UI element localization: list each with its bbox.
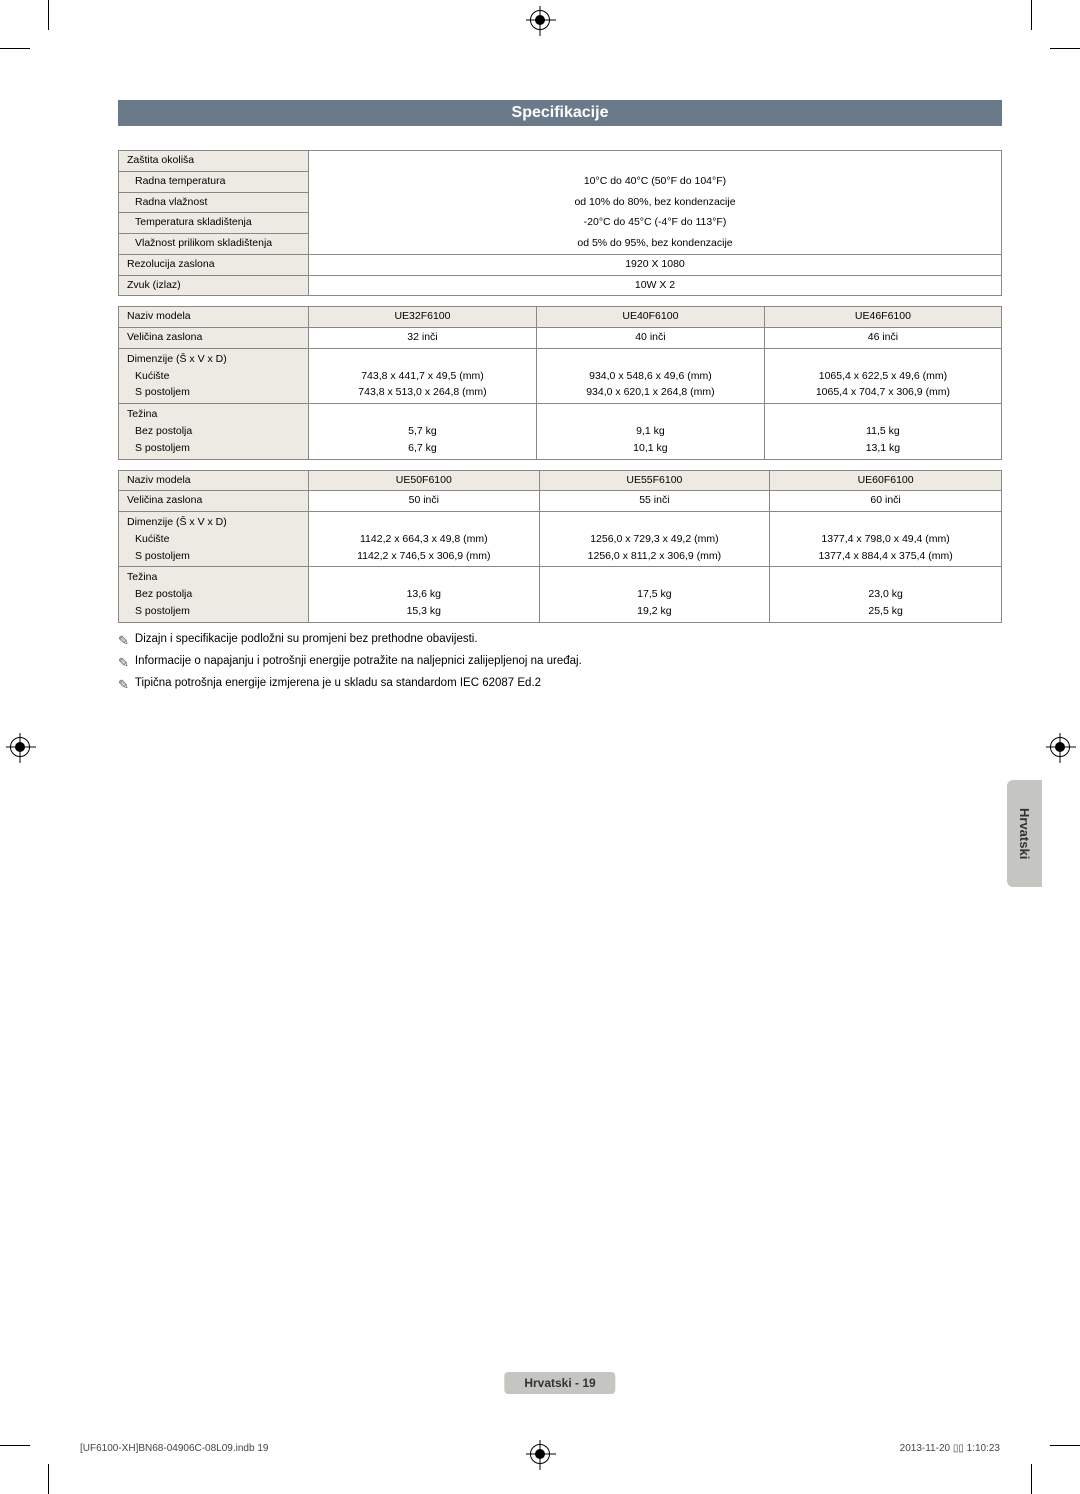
model-name: UE46F6100 <box>764 307 1001 328</box>
weight-block: Težina Bez postolja S postoljem <box>119 404 309 459</box>
dim-values: 1142,2 x 664,3 x 49,8 (mm)1142,2 x 746,5… <box>309 512 540 567</box>
resolution-value: 1920 X 1080 <box>309 254 1002 275</box>
weight-values: 9,1 kg10,1 kg <box>536 404 764 459</box>
note-line: ✎ Dizajn i specifikacije podložni su prom… <box>118 633 1002 649</box>
section-title: Specifikacije <box>118 100 1002 126</box>
note-line: ✎ Tipična potrošnja energije izmjerena je… <box>118 677 1002 693</box>
dimensions-block: Dimenzije (Š x V x D) Kućište S postolje… <box>119 512 309 567</box>
page-content: Specifikacije Zaštita okoliša Radna temp… <box>118 100 1002 1394</box>
model-name: UE40F6100 <box>536 307 764 328</box>
registration-mark <box>10 737 30 757</box>
weight-header: Težina <box>127 408 157 420</box>
env-label: Temperatura skladištenja <box>119 213 309 234</box>
note-text: Informacije o napajanju i potrošnji ener… <box>135 655 582 667</box>
model-name: UE60F6100 <box>770 470 1002 491</box>
notes-block: ✎ Dizajn i specifikacije podložni su prom… <box>118 633 1002 693</box>
weight-values: 5,7 kg6,7 kg <box>309 404 537 459</box>
registration-mark <box>1050 737 1070 757</box>
model-name: UE55F6100 <box>539 470 770 491</box>
env-value: od 5% do 95%, bez kondenzacije <box>309 234 1002 255</box>
resolution-label: Rezolucija zaslona <box>119 254 309 275</box>
registration-mark <box>530 10 550 30</box>
size-value: 46 inči <box>764 328 1001 349</box>
sound-label: Zvuk (izlaz) <box>119 275 309 296</box>
dim-values: 743,8 x 441,7 x 49,5 (mm)743,8 x 513,0 x… <box>309 348 537 403</box>
footer-file: [UF6100-XH]BN68-04906C-08L09.indb 19 <box>80 1443 268 1454</box>
size-label: Veličina zaslona <box>119 491 309 512</box>
dim-body-label: Kućište <box>127 370 169 382</box>
model-header: Naziv modela <box>119 470 309 491</box>
page-number: Hrvatski - 19 <box>504 1372 615 1394</box>
env-label: Vlažnost prilikom skladištenja <box>119 234 309 255</box>
language-tab: Hrvatski <box>1007 780 1042 887</box>
weight-stand-label: S postoljem <box>127 605 190 617</box>
env-value: od 10% do 80%, bez kondenzacije <box>309 192 1002 213</box>
env-label: Radna temperatura <box>119 171 309 192</box>
model-name: UE32F6100 <box>309 307 537 328</box>
dim-stand-label: S postoljem <box>127 386 190 398</box>
size-value: 40 inči <box>536 328 764 349</box>
env-table: Zaštita okoliša Radna temperatura 10°C d… <box>118 150 1002 296</box>
footer-meta: [UF6100-XH]BN68-04906C-08L09.indb 19 201… <box>80 1443 1000 1454</box>
size-label: Veličina zaslona <box>119 328 309 349</box>
env-value: 10°C do 40°C (50°F do 104°F) <box>309 171 1002 192</box>
sound-value: 10W X 2 <box>309 275 1002 296</box>
footer-timestamp: 2013-11-20 ▯▯ 1:10:23 <box>900 1443 1000 1454</box>
note-icon: ✎ <box>118 655 129 671</box>
note-icon: ✎ <box>118 633 129 649</box>
dim-body-label: Kućište <box>127 533 169 545</box>
weight-values: 13,6 kg15,3 kg <box>309 567 540 622</box>
dim-header: Dimenzije (Š x V x D) <box>127 516 227 528</box>
spec-table-1: Naziv modela UE32F6100 UE40F6100 UE46F61… <box>118 306 1002 459</box>
dim-values: 934,0 x 548,6 x 49,6 (mm)934,0 x 620,1 x… <box>536 348 764 403</box>
size-value: 32 inči <box>309 328 537 349</box>
spec-table-2: Naziv modela UE50F6100 UE55F6100 UE60F61… <box>118 470 1002 623</box>
dim-header: Dimenzije (Š x V x D) <box>127 353 227 365</box>
weight-block: Težina Bez postolja S postoljem <box>119 567 309 622</box>
env-label: Zaštita okoliša <box>119 151 309 172</box>
model-header: Naziv modela <box>119 307 309 328</box>
note-text: Tipična potrošnja energije izmjerena je … <box>135 677 541 689</box>
dim-values: 1256,0 x 729,3 x 49,2 (mm)1256,0 x 811,2… <box>539 512 770 567</box>
size-value: 50 inči <box>309 491 540 512</box>
dim-values: 1377,4 x 798,0 x 49,4 (mm)1377,4 x 884,4… <box>770 512 1002 567</box>
weight-values: 17,5 kg19,2 kg <box>539 567 770 622</box>
note-text: Dizajn i specifikacije podložni su promj… <box>135 633 478 645</box>
weight-no-label: Bez postolja <box>127 425 192 437</box>
env-value: -20°C do 45°C (-4°F do 113°F) <box>309 213 1002 234</box>
model-name: UE50F6100 <box>309 470 540 491</box>
size-value: 55 inči <box>539 491 770 512</box>
env-value <box>309 151 1002 172</box>
size-value: 60 inči <box>770 491 1002 512</box>
note-line: ✎ Informacije o napajanju i potrošnji ene… <box>118 655 1002 671</box>
note-icon: ✎ <box>118 677 129 693</box>
dim-values: 1065,4 x 622,5 x 49,6 (mm)1065,4 x 704,7… <box>764 348 1001 403</box>
dim-stand-label: S postoljem <box>127 550 190 562</box>
weight-no-label: Bez postolja <box>127 588 192 600</box>
env-label: Radna vlažnost <box>119 192 309 213</box>
weight-stand-label: S postoljem <box>127 442 190 454</box>
weight-values: 23,0 kg25,5 kg <box>770 567 1002 622</box>
dimensions-block: Dimenzije (Š x V x D) Kućište S postolje… <box>119 348 309 403</box>
weight-values: 11,5 kg13,1 kg <box>764 404 1001 459</box>
weight-header: Težina <box>127 571 157 583</box>
